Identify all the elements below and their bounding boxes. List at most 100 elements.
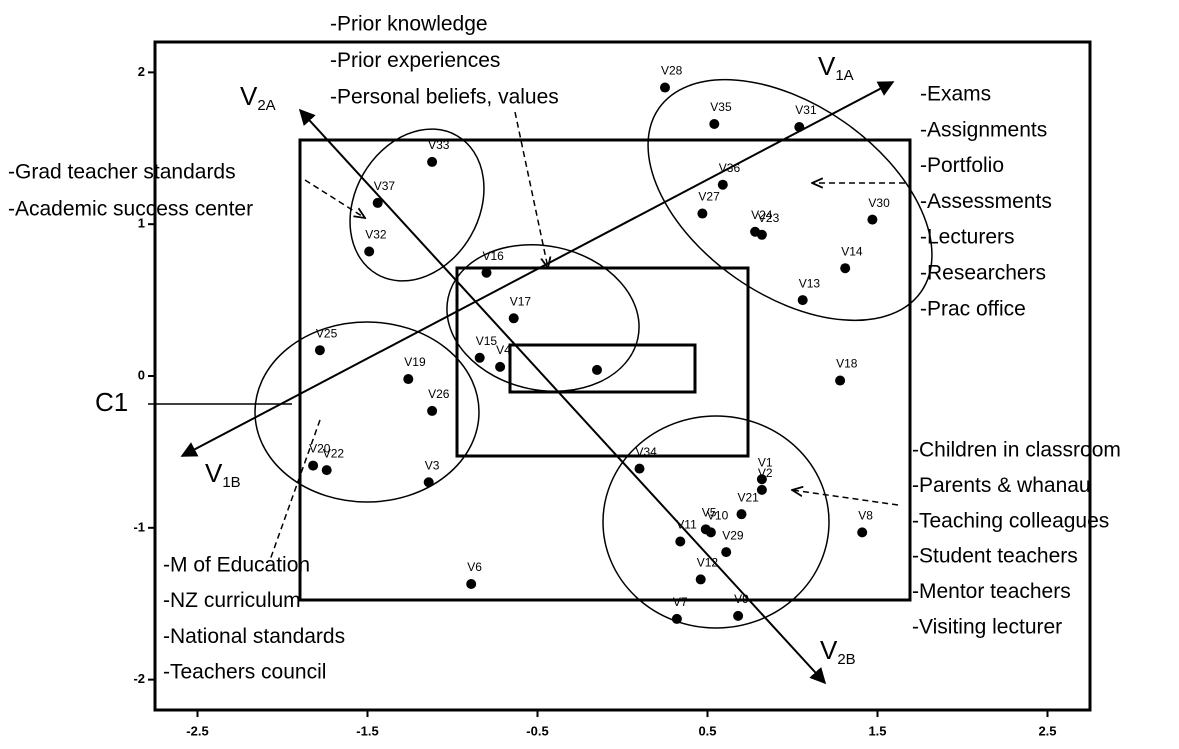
- dashed-line: [269, 419, 321, 561]
- groupings: [148, 78, 933, 685]
- point-label: V1: [758, 455, 773, 469]
- annotation: -Teaching colleagues: [912, 509, 1109, 532]
- point-label: V8: [858, 509, 873, 523]
- point: [857, 527, 868, 538]
- x-tick-label: -0.5: [526, 723, 548, 738]
- point-label: V4: [496, 343, 511, 357]
- point-label: V29: [722, 528, 744, 542]
- point: [709, 118, 720, 129]
- point-label: V10: [707, 509, 729, 523]
- point-label: V5: [702, 506, 717, 520]
- point: [675, 536, 686, 547]
- point: [840, 263, 851, 274]
- point: [756, 484, 767, 495]
- point-label: V15: [476, 334, 498, 348]
- point: [660, 82, 670, 93]
- x-tick-label: -2.5: [186, 723, 208, 738]
- point: [364, 246, 375, 257]
- point-label: V27: [698, 190, 720, 204]
- y-tick-label: 1: [138, 216, 145, 231]
- vector-sub: 2A: [257, 97, 275, 114]
- x-tick-label: 2.5: [1038, 723, 1056, 738]
- y-tick-label: -2: [133, 671, 145, 686]
- annotation: -Researchers: [920, 262, 1046, 285]
- point: [671, 613, 682, 624]
- annotation: -Portfolio: [920, 154, 1004, 177]
- point-label: V26: [428, 387, 450, 401]
- point: [314, 345, 325, 356]
- vector-sub: 2B: [837, 651, 855, 668]
- point: [592, 364, 602, 375]
- vector-sub: 1A: [835, 67, 853, 84]
- point-label: V14: [841, 244, 863, 258]
- point-label: V37: [374, 179, 396, 193]
- annotation: -Mentor teachers: [912, 580, 1071, 603]
- annotation: -National standards: [163, 625, 345, 648]
- vector-sub: 1B: [222, 474, 240, 491]
- annotation: -Personal beliefs, values: [330, 86, 559, 109]
- point-label: V9: [734, 592, 749, 606]
- point: [835, 375, 846, 386]
- point-label: V34: [636, 445, 658, 459]
- point-label: V19: [404, 355, 426, 369]
- annotation: -Grad teacher standards: [8, 161, 236, 184]
- y-tick-label: -1: [133, 519, 145, 534]
- point: [423, 477, 434, 488]
- point-label: V30: [868, 196, 890, 210]
- y-tick-label: 2: [138, 64, 145, 79]
- point-label: V33: [428, 138, 450, 152]
- annotation: -Teachers council: [163, 661, 326, 684]
- annotation: -Prior experiences: [330, 49, 500, 72]
- annotation: -Parents & whanau: [912, 474, 1091, 497]
- point: [634, 463, 645, 474]
- annotation: -Prac office: [920, 297, 1026, 320]
- annotation: -Exams: [920, 83, 991, 106]
- point: [321, 465, 332, 476]
- annotation: -Lecturers: [920, 226, 1015, 249]
- vector-1: [180, 81, 895, 457]
- point-label: V3: [425, 458, 440, 472]
- vector-main: V: [820, 635, 838, 665]
- annotation: -Assignments: [920, 118, 1047, 141]
- point-label: V36: [719, 161, 741, 175]
- point: [695, 574, 706, 585]
- point: [474, 352, 485, 363]
- point: [736, 509, 747, 520]
- point: [403, 374, 414, 385]
- dashed-arrow: [304, 179, 365, 218]
- point-label: V35: [710, 100, 732, 114]
- point: [733, 610, 744, 621]
- vector-label: V1A: [818, 51, 854, 84]
- point-label: V20: [309, 442, 331, 456]
- point-label: V16: [483, 249, 505, 263]
- point-label: V12: [697, 556, 719, 570]
- point-label: V28: [661, 64, 683, 78]
- x-tick-label: 0.5: [698, 723, 716, 738]
- point: [481, 267, 492, 278]
- vector-main: V: [205, 458, 223, 488]
- vector-2: [298, 108, 827, 685]
- point: [721, 547, 732, 558]
- point: [797, 295, 808, 306]
- x-tick-label: -1.5: [356, 723, 378, 738]
- annotation: -Student teachers: [912, 545, 1078, 568]
- vector-main: V: [240, 81, 258, 111]
- point: [427, 405, 438, 416]
- point-label: V21: [738, 490, 760, 504]
- point-label: V11: [676, 518, 697, 532]
- annotation: -Visiting lecturer: [912, 616, 1062, 639]
- point: [756, 474, 767, 485]
- x-tick-label: 1.5: [868, 723, 886, 738]
- vector-label: V1B: [205, 458, 241, 491]
- point-label: V2: [758, 466, 773, 480]
- point: [372, 197, 383, 208]
- cluster-ellipse: [254, 321, 480, 503]
- point: [750, 226, 761, 237]
- point: [495, 361, 506, 372]
- point: [717, 179, 728, 190]
- y-tick-label: 0: [138, 367, 145, 382]
- cluster-ellipse: [446, 243, 640, 393]
- point: [794, 122, 805, 133]
- point-label: V25: [316, 326, 338, 340]
